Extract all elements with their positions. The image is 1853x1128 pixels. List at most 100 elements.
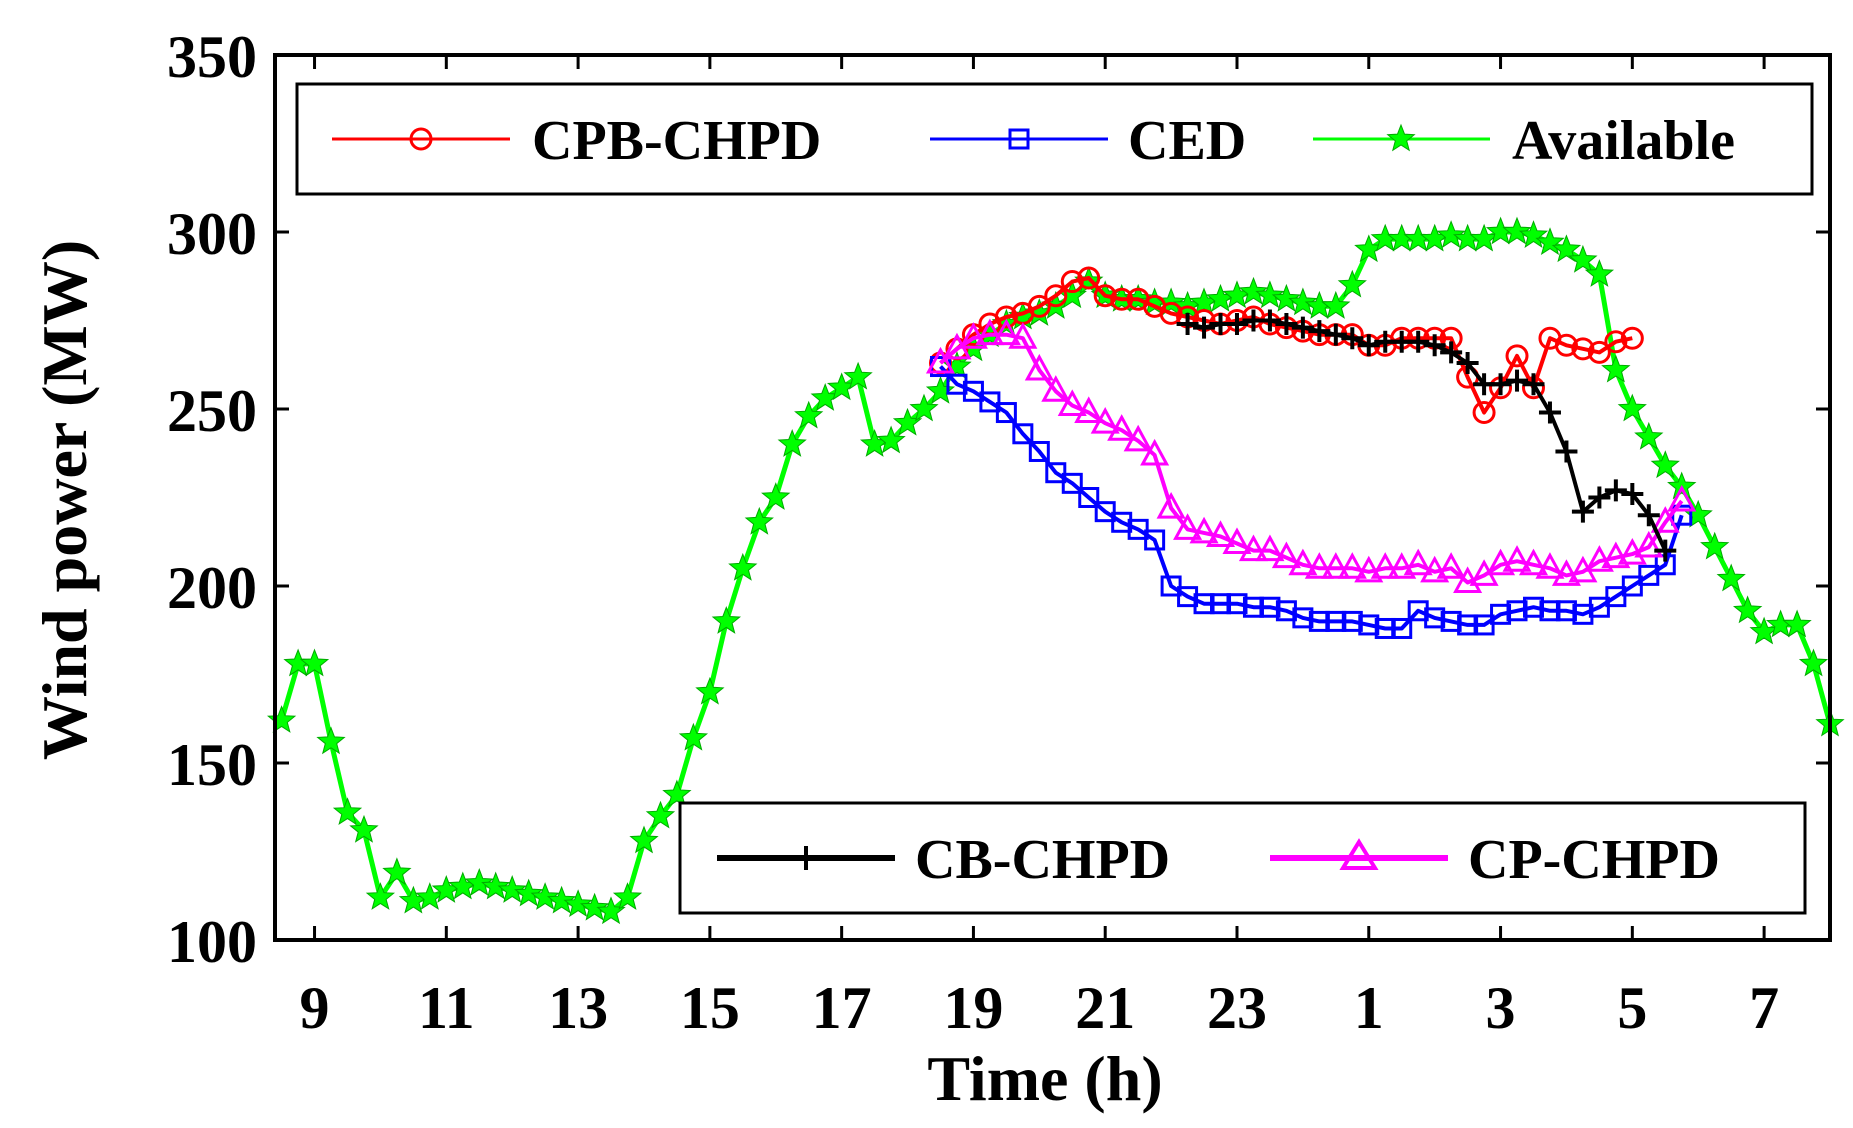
point-cpb-chpd-6 bbox=[1027, 294, 1051, 318]
point-cpb-chpd-14 bbox=[1159, 301, 1183, 325]
point-available-28 bbox=[728, 552, 758, 581]
y-tick-label-0: 100 bbox=[167, 909, 257, 975]
point-ced-29 bbox=[1407, 600, 1429, 622]
point-available-3 bbox=[316, 726, 346, 755]
point-ced-37 bbox=[1539, 600, 1561, 622]
point-cpb-chpd-41 bbox=[1604, 330, 1628, 354]
point-ced-5 bbox=[1012, 423, 1034, 445]
point-cp-chpd-18 bbox=[1222, 527, 1252, 555]
legend-ced-marker bbox=[1008, 128, 1030, 150]
point-cp-chpd-34 bbox=[1486, 548, 1516, 576]
series-cb-chpd bbox=[1176, 309, 1677, 562]
point-ced-43 bbox=[1638, 564, 1660, 586]
point-cp-chpd-44 bbox=[1650, 506, 1680, 533]
point-ced-16 bbox=[1193, 593, 1215, 615]
series-layer bbox=[266, 216, 1845, 925]
point-cp-chpd-10 bbox=[1090, 407, 1120, 434]
point-cpb-chpd-9 bbox=[1077, 266, 1101, 290]
point-cp-chpd-8 bbox=[1057, 389, 1087, 416]
point-cp-chpd-6 bbox=[1024, 353, 1054, 381]
point-cp-chpd-28 bbox=[1387, 552, 1417, 579]
point-available-16 bbox=[530, 882, 560, 910]
point-ced-26 bbox=[1358, 614, 1380, 636]
point-available-13 bbox=[481, 871, 511, 900]
point-available-87 bbox=[1700, 531, 1730, 560]
point-available-7 bbox=[382, 857, 412, 886]
point-cp-chpd-45 bbox=[1667, 484, 1697, 512]
point-available-0 bbox=[266, 705, 297, 733]
y-tick-label-2: 200 bbox=[167, 555, 257, 621]
point-cb-chpd-14 bbox=[1407, 330, 1430, 353]
point-cb-chpd-3 bbox=[1225, 313, 1248, 336]
point-cb-chpd-23 bbox=[1555, 440, 1578, 463]
point-cp-chpd-36 bbox=[1518, 548, 1549, 576]
point-ced-42 bbox=[1621, 575, 1643, 597]
point-ced-41 bbox=[1605, 586, 1627, 608]
point-available-84 bbox=[1650, 450, 1680, 479]
point-ced-12 bbox=[1127, 518, 1149, 540]
point-cp-chpd-9 bbox=[1074, 396, 1104, 424]
point-available-92 bbox=[1782, 609, 1812, 638]
x-tick-label-11: 7 bbox=[1749, 975, 1779, 1041]
point-cb-chpd-11 bbox=[1357, 334, 1380, 357]
point-ced-36 bbox=[1522, 596, 1544, 618]
point-available-25 bbox=[678, 722, 709, 751]
point-ced-6 bbox=[1028, 440, 1050, 462]
plot-area-frame bbox=[273, 53, 1832, 942]
y-tick-label-4: 300 bbox=[167, 201, 257, 267]
point-cp-chpd-40 bbox=[1584, 545, 1614, 572]
point-available-81 bbox=[1601, 354, 1631, 383]
point-cb-chpd-9 bbox=[1324, 323, 1347, 346]
point-cpb-chpd-11 bbox=[1110, 287, 1134, 311]
point-available-22 bbox=[629, 825, 659, 854]
point-available-6 bbox=[365, 882, 396, 910]
point-available-23 bbox=[645, 800, 676, 829]
point-cp-chpd-29 bbox=[1403, 548, 1433, 576]
point-available-76 bbox=[1518, 220, 1549, 249]
legend-ced-label: CED bbox=[1128, 110, 1246, 172]
point-cpb-chpd-42 bbox=[1620, 326, 1644, 350]
point-cb-chpd-22 bbox=[1538, 401, 1561, 424]
point-available-83 bbox=[1634, 421, 1664, 450]
x-tick-label-0: 9 bbox=[300, 975, 330, 1041]
point-cp-chpd-41 bbox=[1601, 541, 1631, 569]
point-cp-chpd-19 bbox=[1238, 534, 1268, 562]
point-ced-7 bbox=[1045, 462, 1067, 484]
point-ced-2 bbox=[962, 380, 984, 402]
point-available-79 bbox=[1568, 244, 1598, 273]
point-cb-chpd-1 bbox=[1193, 316, 1216, 339]
point-available-27 bbox=[711, 606, 742, 634]
point-available-18 bbox=[563, 889, 593, 918]
point-available-39 bbox=[909, 393, 939, 422]
point-cp-chpd-35 bbox=[1502, 545, 1532, 572]
point-ced-11 bbox=[1111, 511, 1133, 533]
y-axis-title: Wind power (MW) bbox=[29, 240, 100, 760]
point-cp-chpd-12 bbox=[1123, 424, 1153, 452]
point-ced-1 bbox=[946, 373, 968, 395]
point-cb-chpd-29 bbox=[1654, 539, 1677, 562]
point-available-75 bbox=[1502, 216, 1532, 245]
point-cp-chpd-22 bbox=[1288, 548, 1318, 576]
point-available-2 bbox=[299, 648, 330, 677]
point-ced-30 bbox=[1424, 607, 1446, 629]
point-cp-chpd-14 bbox=[1156, 491, 1186, 519]
point-cp-chpd-0 bbox=[925, 346, 956, 374]
point-ced-33 bbox=[1473, 614, 1495, 636]
point-ced-15 bbox=[1177, 586, 1199, 608]
point-available-19 bbox=[579, 892, 610, 921]
x-tick-label-3: 15 bbox=[680, 975, 740, 1041]
x-axis-title: Time (h) bbox=[927, 1043, 1162, 1114]
point-ced-25 bbox=[1341, 610, 1363, 632]
point-cp-chpd-3 bbox=[975, 318, 1005, 346]
point-available-78 bbox=[1551, 234, 1582, 263]
point-ced-22 bbox=[1292, 607, 1314, 629]
point-cp-chpd-37 bbox=[1535, 552, 1565, 579]
legend-cb-chpd-marker bbox=[794, 846, 818, 870]
point-available-60 bbox=[1255, 280, 1285, 309]
legend-top-right: CPB-CHPD CED Available bbox=[295, 82, 1814, 196]
point-cp-chpd-15 bbox=[1173, 513, 1203, 540]
point-cb-chpd-16 bbox=[1440, 341, 1463, 364]
y-tick-label-5: 350 bbox=[167, 24, 257, 90]
point-ced-23 bbox=[1308, 610, 1330, 632]
point-cp-chpd-31 bbox=[1436, 552, 1466, 579]
